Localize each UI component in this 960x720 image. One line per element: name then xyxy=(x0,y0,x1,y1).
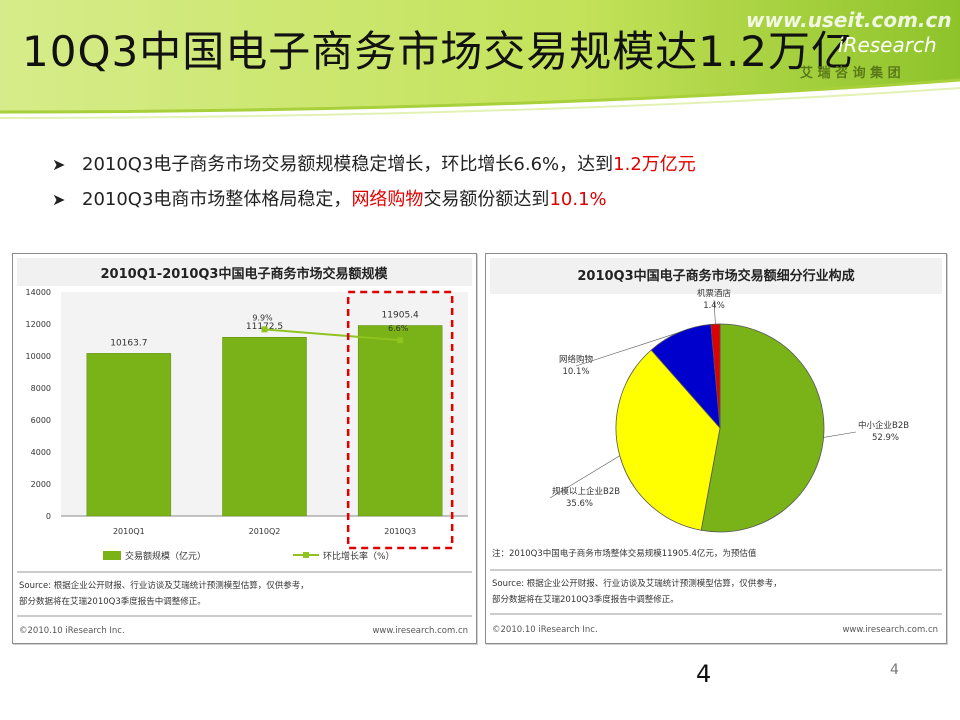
header-background xyxy=(0,0,960,119)
y-tick-label: 10000 xyxy=(26,352,51,361)
chart-note: 注：2010Q3中国电子商务市场整体交易规模11905.4亿元，为预估值 xyxy=(492,548,757,559)
bar xyxy=(222,336,307,517)
legend-label-line: 环比增长率（%） xyxy=(323,550,395,562)
pie-leader-line xyxy=(549,455,620,499)
x-tick-label: 2010Q2 xyxy=(249,527,281,536)
line-value-label: 6.6% xyxy=(388,324,409,333)
bullet-2: ➤ 2010Q3电商市场整体格局稳定，网络购物交易额份额达到10.1% xyxy=(52,185,607,211)
line-point xyxy=(397,337,404,344)
pie-slice-name: 中小企业B2B xyxy=(858,420,909,431)
watermark: www.useit.com.cn xyxy=(746,8,952,32)
y-tick-label: 4000 xyxy=(31,448,51,457)
pie-slice-name: 规模以上企业B2B xyxy=(552,486,620,497)
pie-leader-line xyxy=(713,299,716,325)
bullet-2-text-b: 交易额份额达到 xyxy=(423,189,550,210)
pie-slice-value: 1.4% xyxy=(703,301,725,311)
source-note: Source: 根据企业公开财报、行业访谈及艾瑞统计预测模型估算，仅供参考， xyxy=(492,578,782,589)
bullet-2-text-a: 2010Q3电商市场整体格局稳定， xyxy=(82,189,352,210)
x-tick-label: 2010Q1 xyxy=(113,527,145,536)
line-point xyxy=(261,326,268,333)
chart-title-bg xyxy=(17,258,472,286)
pie-slice-name: 网络购物 xyxy=(559,354,594,365)
copyright: ©2010.10 iResearch Inc. xyxy=(492,625,598,635)
copyright: ©2010.10 iResearch Inc. xyxy=(19,626,125,636)
highlight-box xyxy=(346,290,454,550)
bullet-1-text: 2010Q3电子商务市场交易额规模稳定增长，环比增长6.6%，达到 xyxy=(82,154,614,175)
footer-url: www.iresearch.com.cn xyxy=(372,626,468,636)
y-tick-label: 12000 xyxy=(26,320,51,329)
bullet-1-highlight: 1.2万亿元 xyxy=(613,154,696,175)
pie-slice-value: 52.9% xyxy=(872,433,899,443)
brand-logo: iResearch xyxy=(838,33,937,57)
y-tick-label: 0 xyxy=(46,512,51,521)
source-note: Source: 根据企业公开财报、行业访谈及艾瑞统计预测模型估算，仅供参考， xyxy=(19,580,309,591)
arrow-bullet-icon: ➤ xyxy=(52,155,66,174)
pie-leader-line xyxy=(823,431,857,438)
pie-slice xyxy=(700,323,825,533)
pie-slice-name: 机票酒店 xyxy=(697,288,732,299)
source-note-cont: 部分数据将在艾瑞2010Q3季度报告中调整修正。 xyxy=(19,596,206,607)
x-tick-label: 2010Q3 xyxy=(384,527,416,536)
chart-title-bg xyxy=(490,258,942,294)
footer-url: www.iresearch.com.cn xyxy=(842,625,938,635)
page-number-large: 4 xyxy=(696,660,712,688)
slide-title: 10Q3中国电子商务市场交易规模达1.2万亿 xyxy=(22,27,855,76)
source-note-cont: 部分数据将在艾瑞2010Q3季度报告中调整修正。 xyxy=(492,594,679,605)
line-value-label: 9.9% xyxy=(252,313,273,322)
brand-name-cn: 艾 瑞 咨 询 集 团 xyxy=(800,66,901,81)
chart-title: 2010Q1-2010Q3中国电子商务市场交易额规模 xyxy=(101,266,389,282)
chart-title: 2010Q3中国电子商务市场交易额细分行业构成 xyxy=(577,268,854,284)
legend-swatch-bar xyxy=(103,551,121,560)
pie-slice-value: 35.6% xyxy=(566,499,593,509)
bar xyxy=(86,353,172,517)
y-tick-label: 6000 xyxy=(31,416,51,425)
arrow-bullet-icon: ➤ xyxy=(52,190,66,209)
legend-marker-line xyxy=(303,552,309,558)
bar-value-label: 10163.7 xyxy=(110,338,147,348)
bar-value-label: 11905.4 xyxy=(382,311,419,321)
page-number-small: 4 xyxy=(890,662,899,678)
bullet-2-highlight-b: 10.1% xyxy=(549,189,607,210)
y-tick-label: 14000 xyxy=(26,288,51,297)
bullet-1: ➤ 2010Q3电子商务市场交易额规模稳定增长，环比增长6.6%，达到1.2万亿元 xyxy=(52,150,696,176)
y-tick-label: 8000 xyxy=(31,384,51,393)
growth-line xyxy=(264,328,401,342)
pie-leader-line xyxy=(575,332,680,367)
pie-chart-panel: 2010Q3中国电子商务市场交易额细分行业构成中小企业B2B 52.9% 规模以上企… xyxy=(485,253,947,644)
legend-label-bar: 交易额规模（亿元） xyxy=(125,550,206,562)
bullet-2-highlight-a: 网络购物 xyxy=(351,189,424,210)
y-tick-label: 2000 xyxy=(31,480,51,489)
pie-slice-value: 10.1% xyxy=(562,367,589,377)
bar-chart: 2010Q1-2010Q3中国电子商务市场交易额规模 14000 12000 1000… xyxy=(17,258,472,636)
pie-slice xyxy=(615,349,721,531)
bar xyxy=(357,325,443,517)
bar-chart-panel: 2010Q1-2010Q3中国电子商务市场交易额规模 14000 12000 1000… xyxy=(12,253,477,644)
